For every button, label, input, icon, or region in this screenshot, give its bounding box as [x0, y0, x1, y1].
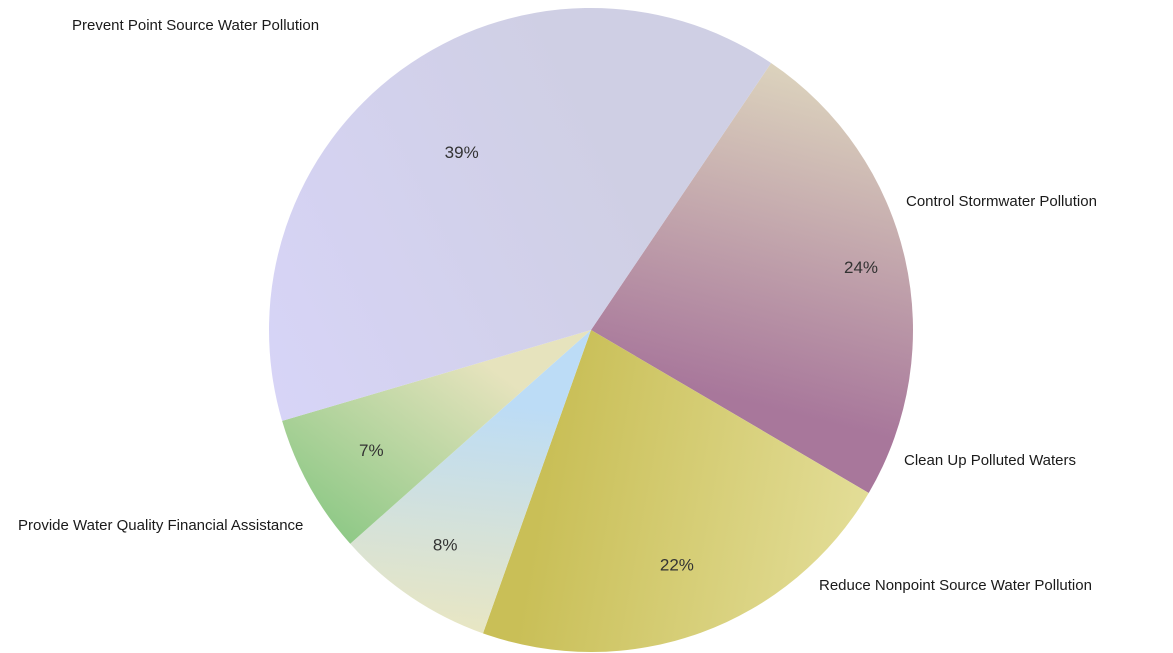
- pct-label-prevent-point-source: 24%: [844, 258, 878, 277]
- pie-slice-reduce-nonpoint-source: [282, 330, 591, 544]
- pie-slice-control-stormwater: [482, 330, 869, 653]
- category-label-reduce-nonpoint-source: Reduce Nonpoint Source Water Pollution: [819, 577, 1092, 594]
- pie-slice-prevent-point-source: [591, 63, 913, 493]
- category-label-provide-financial-assistance: Provide Water Quality Financial Assistan…: [18, 517, 304, 534]
- category-label-control-stormwater: Control Stormwater Pollution: [906, 193, 1097, 210]
- pct-label-reduce-nonpoint-source: 7%: [359, 441, 384, 460]
- pie-slice-clean-up-polluted-waters: [350, 330, 591, 634]
- pie-slice-provide-financial-assistance: [269, 8, 772, 421]
- pct-label-clean-up-polluted-waters: 8%: [433, 536, 458, 555]
- pct-label-control-stormwater: 22%: [660, 555, 694, 574]
- category-label-clean-up-polluted-waters: Clean Up Polluted Waters: [904, 452, 1077, 469]
- category-label-prevent-point-source: Prevent Point Source Water Pollution: [72, 17, 320, 34]
- pct-label-provide-financial-assistance: 39%: [445, 143, 479, 162]
